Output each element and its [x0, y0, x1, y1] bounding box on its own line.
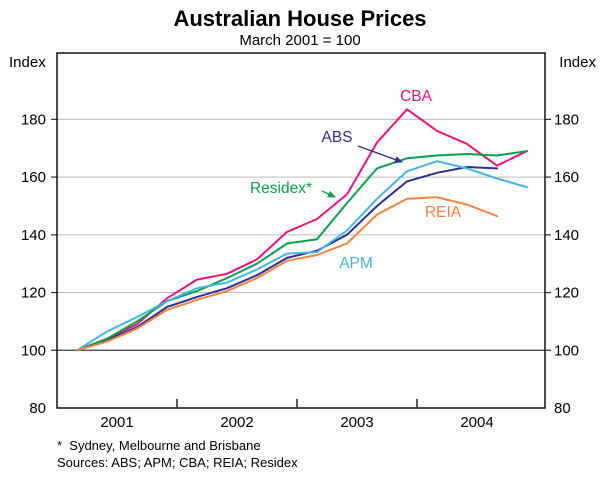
y-tick-label-left-160: 160	[21, 169, 46, 186]
chart-subtitle: March 2001 = 100	[239, 32, 361, 49]
series-line-residex	[76, 150, 528, 352]
series-line-reia	[76, 196, 498, 352]
year-label-2004: 2004	[460, 414, 493, 431]
series-label-cba: CBA	[400, 88, 433, 105]
year-label-2002: 2002	[220, 414, 253, 431]
series-label-residex: Residex*	[250, 180, 312, 197]
series-label-abs: ABS	[321, 129, 352, 146]
y-axis-unit-right: Index	[559, 54, 596, 71]
y-tick-label-right-160: 160	[554, 169, 579, 186]
y-tick-label-right-80: 80	[554, 400, 571, 417]
y-tick-label-right-140: 140	[554, 227, 579, 244]
footnote-sources: Sources: ABS; APM; CBA; REIA; Residex	[57, 455, 298, 470]
y-tick-label-right-120: 120	[554, 285, 579, 302]
footnote-asterisk: * Sydney, Melbourne and Brisbane	[57, 438, 261, 453]
series-arrow-abs	[357, 145, 403, 163]
y-tick-label-right-180: 180	[554, 111, 579, 128]
y-tick-label-right-100: 100	[554, 342, 579, 359]
series-line-abs	[76, 166, 498, 352]
y-tick-label-left-180: 180	[21, 111, 46, 128]
series-arrow-residex	[321, 190, 336, 198]
y-tick-label-left-140: 140	[21, 227, 46, 244]
y-tick-label-left-120: 120	[21, 285, 46, 302]
series-line-apm	[76, 160, 528, 352]
plot-frame	[56, 52, 546, 409]
y-tick-label-left-100: 100	[21, 342, 46, 359]
series-label-apm: APM	[339, 255, 373, 272]
y-axis-unit-left: Index	[9, 54, 46, 71]
year-label-2003: 2003	[340, 414, 373, 431]
chart-title: Australian House Prices	[173, 6, 427, 31]
series-label-reia: REIA	[425, 204, 462, 221]
year-label-2001: 2001	[100, 414, 133, 431]
y-tick-label-left-80: 80	[29, 400, 46, 417]
